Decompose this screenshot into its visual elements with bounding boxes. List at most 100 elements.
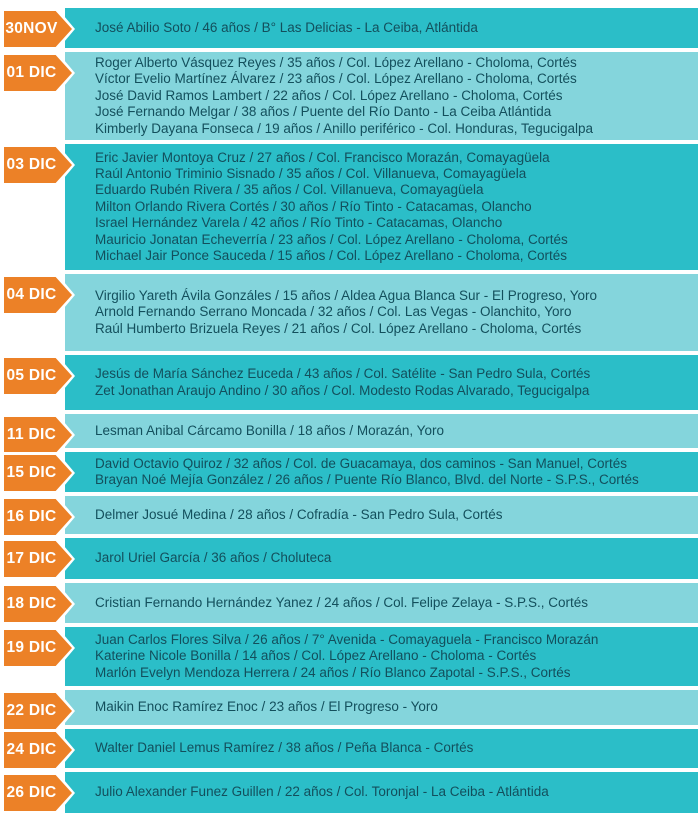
date-badge: 01 DIC — [1, 52, 75, 94]
date-arrow-icon: 30NOV — [4, 11, 72, 47]
date-label: 11 DIC — [6, 426, 57, 444]
date-arrow-icon: 24 DIC — [4, 732, 72, 769]
victim-record: Walter Daniel Lemus Ramírez / 38 años / … — [95, 740, 474, 756]
date-badge: 30NOV — [1, 8, 75, 50]
date-badge: 15 DIC — [1, 452, 75, 495]
victim-record: Mauricio Jonatan Echeverría / 23 años / … — [95, 231, 568, 247]
timeline-entry: Virgilio Yareth Ávila Gonzáles / 15 años… — [0, 274, 700, 352]
date-arrow-icon: 16 DIC — [4, 499, 72, 536]
entry-band: Julio Alexander Funez Guillen / 22 años … — [65, 772, 698, 814]
date-badge: 17 DIC — [1, 538, 75, 581]
victim-record: Milton Orlando Rivera Cortés / 30 años /… — [95, 198, 532, 214]
victim-record: José Fernando Melgar / 38 años / Puente … — [95, 104, 552, 120]
date-label: 19 DIC — [6, 639, 57, 657]
victim-record: Zet Jonathan Araujo Andino / 30 años / C… — [95, 382, 590, 398]
victim-record: David Octavio Quiroz / 32 años / Col. de… — [95, 455, 627, 471]
timeline-entry: Delmer Josué Medina / 28 años / Cofradía… — [0, 496, 700, 539]
date-label: 30NOV — [5, 20, 58, 37]
date-label: 15 DIC — [6, 464, 57, 482]
entry-band: David Octavio Quiroz / 32 años / Col. de… — [65, 452, 698, 493]
timeline-entry: Lesman Anibal Cárcamo Bonilla / 18 años … — [0, 414, 700, 457]
date-badge: 19 DIC — [1, 627, 75, 670]
entry-band: Eric Javier Montoya Cruz / 27 años / Col… — [65, 144, 698, 271]
date-label: 04 DIC — [6, 286, 57, 304]
victim-record: Jesús de María Sánchez Euceda / 43 años … — [95, 366, 591, 382]
timeline-entry: Eric Javier Montoya Cruz / 27 años / Col… — [0, 144, 700, 271]
date-label: 01 DIC — [6, 64, 57, 81]
victim-record: Katerine Nicole Bonilla / 14 años / Col.… — [95, 648, 537, 664]
date-label: 16 DIC — [6, 508, 57, 526]
victim-record: Marlón Evelyn Mendoza Herrera / 24 años … — [95, 664, 571, 680]
date-arrow-icon: 01 DIC — [4, 55, 72, 91]
victim-record: Virgilio Yareth Ávila Gonzáles / 15 años… — [95, 287, 598, 303]
timeline-entry: Jarol Uriel García / 36 años / Choluteca… — [0, 538, 700, 581]
victim-record: Raúl Humberto Brizuela Reyes / 21 años /… — [95, 320, 582, 336]
victim-record: Delmer Josué Medina / 28 años / Cofradía… — [95, 506, 503, 522]
date-badge: 18 DIC — [1, 583, 75, 626]
timeline-entry: Juan Carlos Flores Silva / 26 años / 7° … — [0, 627, 700, 687]
victim-record: Víctor Evelio Martínez Álvarez / 23 años… — [95, 71, 577, 87]
date-arrow-icon: 22 DIC — [4, 693, 72, 730]
victim-record: Maikin Enoc Ramírez Enoc / 23 años / El … — [95, 699, 438, 715]
date-arrow-icon: 15 DIC — [4, 455, 72, 492]
victim-record: Arnold Fernando Serrano Moncada / 32 año… — [95, 304, 572, 320]
date-badge: 11 DIC — [1, 414, 75, 457]
date-label: 03 DIC — [6, 156, 57, 174]
victim-record: Roger Alberto Vásquez Reyes / 35 años / … — [95, 55, 577, 70]
victim-record: Lesman Anibal Cárcamo Bonilla / 18 años … — [95, 422, 444, 438]
date-arrow-icon: 26 DIC — [4, 775, 72, 812]
victim-record: José Abilio Soto / 46 años / B° Las Deli… — [95, 19, 478, 35]
timeline-entry: Walter Daniel Lemus Ramírez / 38 años / … — [0, 729, 700, 772]
date-badge: 26 DIC — [1, 772, 75, 815]
victim-record: José David Ramos Lambert / 22 años / Col… — [95, 87, 563, 103]
victim-record: Michael Jair Ponce Sauceda / 15 años / C… — [95, 248, 568, 264]
entry-band: Maikin Enoc Ramírez Enoc / 23 años / El … — [65, 690, 698, 726]
date-badge: 24 DIC — [1, 729, 75, 772]
date-arrow-icon: 03 DIC — [4, 147, 72, 184]
entry-band: Cristian Fernando Hernández Yanez / 24 a… — [65, 583, 698, 624]
entry-band: Walter Daniel Lemus Ramírez / 38 años / … — [65, 729, 698, 769]
victim-record: Cristian Fernando Hernández Yanez / 24 a… — [95, 594, 589, 610]
timeline-entry: José Abilio Soto / 46 años / B° Las Deli… — [0, 8, 700, 50]
date-badge: 16 DIC — [1, 496, 75, 539]
date-label: 26 DIC — [6, 784, 57, 802]
date-label: 22 DIC — [6, 702, 57, 720]
date-arrow-icon: 19 DIC — [4, 630, 72, 667]
victim-record: Israel Hernández Varela / 42 años / Río … — [95, 215, 503, 231]
timeline-entry: David Octavio Quiroz / 32 años / Col. de… — [0, 452, 700, 495]
victim-record: Jarol Uriel García / 36 años / Choluteca — [95, 550, 332, 566]
entry-band: Virgilio Yareth Ávila Gonzáles / 15 años… — [65, 274, 698, 352]
entry-band: Jesús de María Sánchez Euceda / 43 años … — [65, 355, 698, 411]
date-arrow-icon: 11 DIC — [4, 417, 72, 454]
date-label: 05 DIC — [6, 367, 57, 385]
victim-record: Raúl Antonio Triminio Sisnado / 35 años … — [95, 166, 527, 182]
entry-band: Delmer Josué Medina / 28 años / Cofradía… — [65, 496, 698, 535]
date-label: 18 DIC — [6, 595, 57, 613]
date-label: 17 DIC — [6, 550, 57, 568]
date-badge: 22 DIC — [1, 690, 75, 733]
date-arrow-icon: 18 DIC — [4, 586, 72, 623]
timeline-entry: Julio Alexander Funez Guillen / 22 años … — [0, 772, 700, 815]
timeline-entry: Cristian Fernando Hernández Yanez / 24 a… — [0, 583, 700, 626]
date-arrow-icon: 17 DIC — [4, 541, 72, 578]
entry-band: Lesman Anibal Cárcamo Bonilla / 18 años … — [65, 414, 698, 449]
entry-band: Roger Alberto Vásquez Reyes / 35 años / … — [65, 52, 698, 141]
date-arrow-icon: 05 DIC — [4, 358, 72, 395]
victim-record: Juan Carlos Flores Silva / 26 años / 7° … — [95, 631, 599, 647]
victim-record: Brayan Noé Mejía González / 26 años / Pu… — [95, 472, 639, 488]
timeline-entry: Roger Alberto Vásquez Reyes / 35 años / … — [0, 52, 700, 141]
victim-record: Eric Javier Montoya Cruz / 27 años / Col… — [95, 149, 550, 165]
date-badge: 05 DIC — [1, 355, 75, 398]
timeline-entry: Jesús de María Sánchez Euceda / 43 años … — [0, 355, 700, 411]
date-badge: 04 DIC — [1, 274, 75, 317]
entry-band: Jarol Uriel García / 36 años / Choluteca — [65, 538, 698, 580]
victim-record: Julio Alexander Funez Guillen / 22 años … — [95, 784, 549, 800]
date-arrow-icon: 04 DIC — [4, 277, 72, 314]
victim-record: Kimberly Dayana Fonseca / 19 años / Anil… — [95, 120, 594, 136]
date-label: 24 DIC — [6, 741, 57, 759]
entry-band: José Abilio Soto / 46 años / B° Las Deli… — [65, 8, 698, 48]
date-badge: 03 DIC — [1, 144, 75, 187]
entry-band: Juan Carlos Flores Silva / 26 años / 7° … — [65, 627, 698, 687]
timeline-entry: Maikin Enoc Ramírez Enoc / 23 años / El … — [0, 690, 700, 733]
